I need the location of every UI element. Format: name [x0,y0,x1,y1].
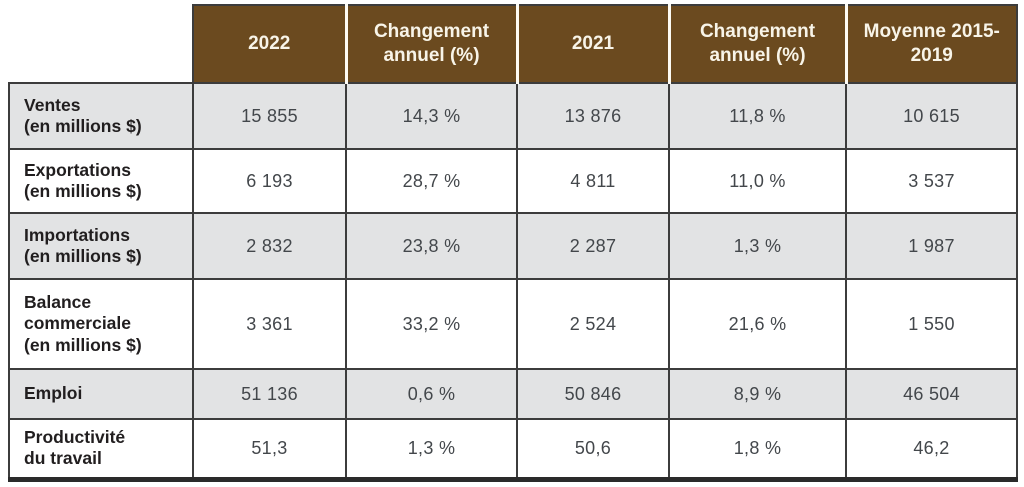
column-header-2022: 2022 [192,4,347,84]
cell-emploi-2021: 50 846 [516,368,670,420]
cell-emploi-2022: 51 136 [192,368,347,420]
header-row: 2022 Changement annuel (%) 2021 Changeme… [9,4,1018,84]
row-label-ventes: Ventes (en millions $) [8,82,194,150]
row-label-emploi: Emploi [8,368,194,420]
cell-exportations-moyenne: 3 537 [845,148,1018,214]
row-label-sub: (en millions $) [24,334,142,355]
corner-cell [9,5,193,83]
cell-exportations-2022: 6 193 [192,148,347,214]
row-label-sub: (en millions $) [24,246,142,266]
cell-productivite-changement-1: 1,3 % [345,418,518,482]
cell-productivite-2021: 50,6 [516,418,670,482]
cell-balance-changement-2: 21,6 % [668,278,847,370]
cell-exportations-2021: 4 811 [516,148,670,214]
cell-balance-changement-1: 33,2 % [345,278,518,370]
cell-importations-2022: 2 832 [192,212,347,280]
cell-ventes-changement-1: 14,3 % [345,82,518,150]
cell-importations-2021: 2 287 [516,212,670,280]
table-row-ventes: Ventes (en millions $) 15 855 14,3 % 13 … [8,82,1018,150]
cell-ventes-changement-2: 11,8 % [668,82,847,150]
cell-ventes-moyenne: 10 615 [845,82,1018,150]
cell-balance-moyenne: 1 550 [845,278,1018,370]
cell-productivite-moyenne: 46,2 [845,418,1018,482]
cell-productivite-changement-2: 1,8 % [668,418,847,482]
cell-productivite-2022: 51,3 [192,418,347,482]
row-label-sub: du travail [24,448,102,469]
row-label-text: Productivité [24,426,126,447]
table-row-importations: Importations (en millions $) 2 832 23,8 … [8,212,1018,280]
cell-balance-2021: 2 524 [516,278,670,370]
column-header-2021: 2021 [515,4,670,84]
cell-emploi-moyenne: 46 504 [845,368,1018,420]
row-label-text: Ventes [24,94,81,115]
row-label-sub: (en millions $) [24,116,142,136]
cell-exportations-changement-1: 28,7 % [345,148,518,214]
cell-importations-moyenne: 1 987 [845,212,1018,280]
column-header-moyenne-2015-2019: Moyenne 2015-2019 [844,4,1018,84]
row-label-sub: (en millions $) [24,181,142,201]
table-row-emploi: Emploi 51 136 0,6 % 50 846 8,9 % 46 504 [8,368,1018,420]
cell-emploi-changement-2: 8,9 % [668,368,847,420]
table-row-exportations: Exportations (en millions $) 6 193 28,7 … [8,148,1018,214]
cell-ventes-2021: 13 876 [516,82,670,150]
table-row-balance-commerciale: Balance commerciale (en millions $) 3 36… [8,278,1018,370]
row-label-text: Exportations [24,159,131,180]
row-label-text: Balance commerciale [24,291,132,334]
cell-exportations-changement-2: 11,0 % [668,148,847,214]
cell-importations-changement-2: 1,3 % [668,212,847,280]
row-label-balance-commerciale: Balance commerciale (en millions $) [8,278,194,370]
table-row-productivite: Productivité du travail 51,3 1,3 % 50,6 … [8,418,1018,482]
cell-emploi-changement-1: 0,6 % [345,368,518,420]
column-header-changement-annuel-2: Changement annuel (%) [667,4,847,84]
statistics-table: 2022 Changement annuel (%) 2021 Changeme… [8,4,1018,482]
row-label-importations: Importations (en millions $) [8,212,194,280]
row-label-text: Importations [24,224,130,245]
cell-ventes-2022: 15 855 [192,82,347,150]
row-label-productivite: Productivité du travail [8,418,194,482]
row-label-text: Emploi [24,383,83,404]
cell-balance-2022: 3 361 [192,278,347,370]
cell-importations-changement-1: 23,8 % [345,212,518,280]
column-header-changement-annuel-1: Changement annuel (%) [344,4,518,84]
row-label-exportations: Exportations (en millions $) [8,148,194,214]
